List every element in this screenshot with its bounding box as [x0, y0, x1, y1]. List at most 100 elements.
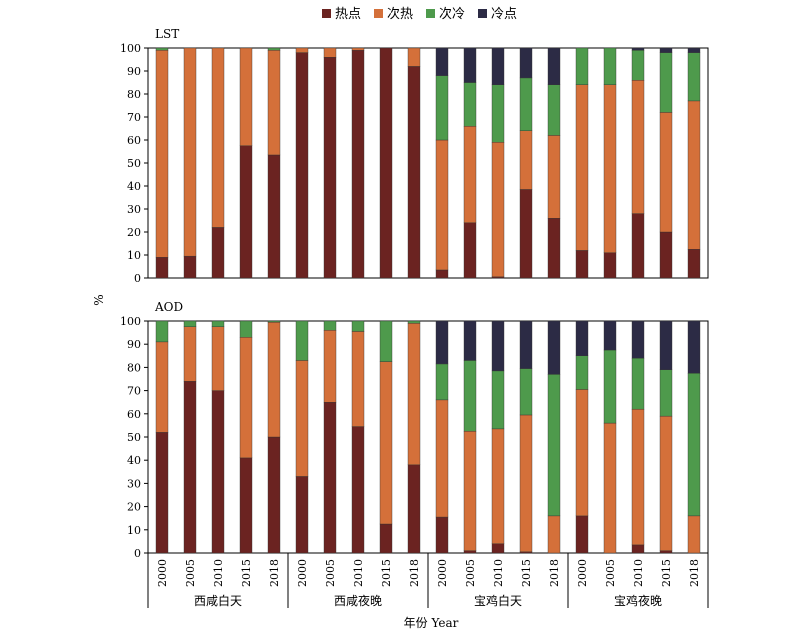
bar-segment-次热 — [547, 515, 561, 554]
bar-segment-次热 — [211, 47, 225, 228]
bar-segment-次冷 — [603, 349, 617, 424]
bar-segment-冷点 — [631, 47, 645, 51]
bar-segment-次冷 — [155, 47, 169, 51]
y-tick-label: 60 — [127, 134, 141, 147]
legend-item: 次冷 — [426, 6, 465, 22]
year-tick-label: 2005 — [464, 559, 477, 587]
bar-segment-次冷 — [239, 320, 253, 338]
y-tick-label: 90 — [127, 65, 141, 78]
bar-segment-次冷 — [659, 369, 673, 417]
bar-segment-冷点 — [603, 320, 617, 351]
bar-segment-次热 — [295, 360, 309, 477]
bar-segment-次热 — [519, 130, 533, 190]
bar-segment-次热 — [435, 399, 449, 518]
year-tick-label: 2010 — [352, 559, 365, 587]
year-tick-label: 2015 — [380, 559, 393, 587]
bar-segment-次冷 — [407, 320, 421, 324]
year-tick-label: 2018 — [268, 559, 281, 587]
panel-title: LST — [155, 27, 179, 41]
bar-segment-次冷 — [575, 355, 589, 390]
legend-swatch — [322, 9, 331, 18]
bar-segment-次冷 — [323, 320, 337, 331]
bar-segment-次冷 — [659, 52, 673, 113]
y-tick-label: 30 — [127, 203, 141, 216]
y-axis-title: % — [92, 294, 106, 305]
group-label: 西咸白天 — [194, 593, 242, 608]
bar-segment-次冷 — [519, 368, 533, 416]
bar-segment-热点 — [631, 544, 645, 554]
bar-segment-热点 — [183, 255, 197, 279]
bar-segment-热点 — [379, 523, 393, 554]
bar-segment-次冷 — [603, 47, 617, 85]
bar-segment-次冷 — [547, 84, 561, 136]
legend-label: 冷点 — [491, 7, 517, 22]
bar-segment-热点 — [267, 436, 281, 554]
bar-segment-次热 — [351, 47, 365, 51]
bar-segment-热点 — [183, 381, 197, 554]
bar-segment-热点 — [407, 66, 421, 279]
bar-segment-热点 — [295, 52, 309, 279]
y-tick-label: 0 — [134, 547, 141, 560]
year-tick-label: 2018 — [548, 559, 561, 587]
bar-segment-次热 — [155, 341, 169, 433]
y-tick-label: 40 — [127, 454, 141, 467]
bar-segment-次冷 — [547, 374, 561, 517]
year-tick-label: 2005 — [184, 559, 197, 587]
bar-segment-热点 — [239, 457, 253, 554]
bar-segment-次冷 — [463, 360, 477, 432]
bar-segment-热点 — [351, 50, 365, 279]
y-tick-label: 100 — [120, 315, 141, 328]
bar-segment-热点 — [463, 222, 477, 279]
y-tick-label: 20 — [127, 226, 141, 239]
year-tick-label: 2018 — [688, 559, 701, 587]
bar-segment-冷点 — [435, 320, 449, 365]
bar-segment-热点 — [575, 515, 589, 554]
bar-segment-热点 — [211, 227, 225, 279]
legend-swatch — [426, 9, 435, 18]
bar-segment-热点 — [463, 550, 477, 554]
y-tick-label: 40 — [127, 180, 141, 193]
year-tick-label: 2010 — [492, 559, 505, 587]
legend-swatch — [374, 9, 383, 18]
bar-segment-次冷 — [155, 320, 169, 343]
bar-segment-次冷 — [211, 320, 225, 328]
bar-segment-次冷 — [519, 77, 533, 132]
legend-item: 热点 — [322, 7, 361, 22]
bar-segment-次热 — [687, 515, 701, 554]
bar-segment-热点 — [323, 57, 337, 279]
year-tick-label: 2000 — [436, 559, 449, 587]
year-tick-label: 2005 — [324, 559, 337, 587]
y-tick-label: 50 — [127, 431, 141, 444]
bar-segment-次热 — [407, 323, 421, 466]
bar-segment-次冷 — [631, 50, 645, 81]
bar-segment-热点 — [659, 550, 673, 554]
bar-segment-冷点 — [659, 320, 673, 370]
bar-segment-热点 — [211, 390, 225, 554]
bar-segment-次热 — [435, 139, 449, 271]
bar-segment-热点 — [407, 464, 421, 554]
legend-item: 冷点 — [478, 7, 517, 22]
year-tick-label: 2015 — [240, 559, 253, 587]
bar-segment-冷点 — [659, 47, 673, 53]
bar-segment-次冷 — [687, 373, 701, 517]
bar-segment-次热 — [491, 142, 505, 278]
bar-segment-次热 — [155, 50, 169, 258]
bar-segment-热点 — [659, 231, 673, 279]
bar-segment-次冷 — [183, 320, 197, 328]
plot-frame — [147, 47, 709, 279]
y-tick-label: 10 — [127, 524, 141, 537]
legend: 热点 次热 次冷 冷点 — [322, 6, 517, 22]
y-tick-label: 90 — [127, 338, 141, 351]
bar-segment-热点 — [435, 516, 449, 554]
bar-segment-次热 — [323, 330, 337, 403]
bar-segment-热点 — [379, 47, 393, 279]
y-tick-label: 60 — [127, 408, 141, 421]
bar-segment-次冷 — [435, 363, 449, 401]
bar-segment-次热 — [547, 135, 561, 219]
bar-segment-次热 — [575, 389, 589, 517]
bar-segment-次热 — [463, 431, 477, 551]
bar-segment-次冷 — [379, 320, 393, 362]
bar-segment-冷点 — [687, 320, 701, 374]
bar-segment-次冷 — [463, 82, 477, 127]
y-tick-label: 0 — [134, 272, 141, 285]
